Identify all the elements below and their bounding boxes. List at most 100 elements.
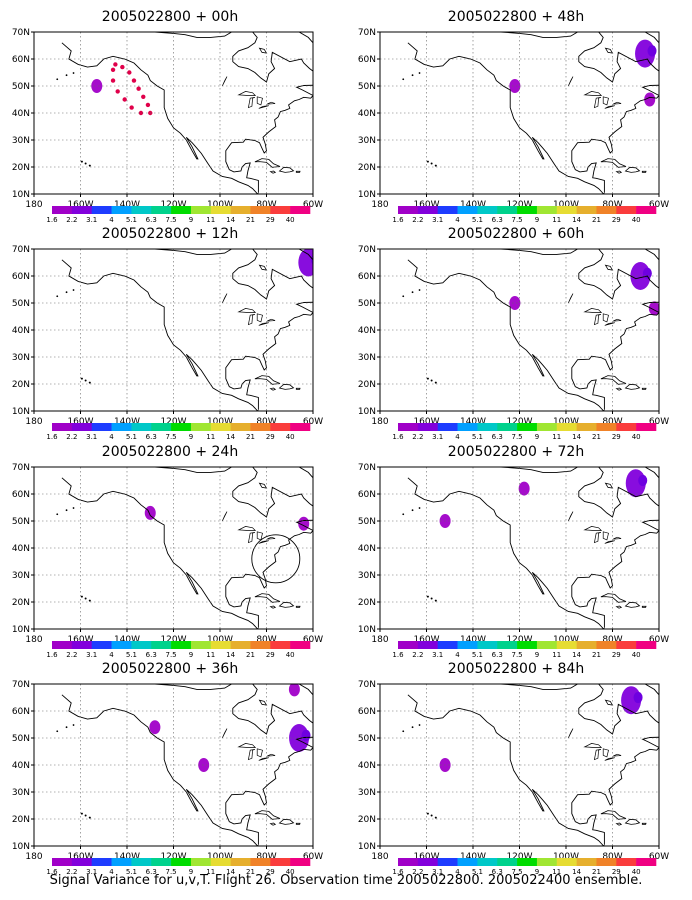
flight-track-point [138,110,144,116]
colorbar-label: 9 [189,651,193,659]
colorbar-label: 14 [572,216,581,224]
colorbar-label: 21 [592,651,601,659]
island-dot [88,599,91,602]
island-dot [426,812,429,815]
colorbar-label: 40 [632,216,641,224]
lat-label: 60N [12,490,30,500]
island-outline [315,517,329,530]
colorbar-label: 2.2 [66,868,77,876]
colorbar-label: 9 [535,651,539,659]
island-dot [80,812,83,815]
greenland-coast [298,684,313,696]
lon-label: 160W [413,200,439,210]
greenland-coast [644,684,659,696]
colorbar-swatch [616,641,637,649]
lake-outline [247,531,256,544]
colorbar-swatch [616,423,637,431]
lon-label: 140W [460,635,486,645]
island-outline [615,387,623,391]
colorbar-label: 5.1 [472,651,483,659]
panel-title: 2005022800 + 84h [447,661,585,677]
lat-label: 50N [12,734,30,744]
colorbar-swatch [210,423,231,431]
colorbar-swatch [556,423,577,431]
colorbar-label: 40 [286,651,295,659]
island-dot [434,816,437,819]
island-outline [661,82,675,95]
colorbar-label: 4 [109,433,114,441]
colorbar-swatch [250,641,271,649]
variance-blob [644,92,656,107]
map-panel: 2005022800 + 36h 70N 60N 50N 40N 30N 20N 10N 180… [0,660,340,876]
lon-label: 100W [207,635,233,645]
coastline [407,249,659,411]
colorbar-label: 3.1 [432,651,443,659]
lon-label: 120W [506,635,532,645]
island-outline [295,387,301,390]
lake-outline [593,96,602,109]
colorbar-label: 21 [246,868,255,876]
colorbar-label: 1.6 [46,216,58,224]
lake-outline [256,748,263,758]
colorbar-swatch [91,206,112,214]
lake-outline [604,540,615,544]
island-outline [604,699,614,706]
colorbar-swatch [398,423,419,431]
colorbar-swatch [290,858,311,866]
flight-track-point [141,94,146,100]
colorbar-label: 6.3 [146,433,157,441]
island-outline [604,482,614,489]
colorbar-label: 7.5 [166,868,177,876]
lat-label: 60N [12,55,30,65]
colorbar-swatch [230,641,251,649]
colorbar-label: 21 [246,216,255,224]
greenland-coast [298,467,313,479]
lat-label: 60N [12,707,30,717]
map-content [402,467,659,629]
colorbar-label: 3.1 [432,868,443,876]
island-outline [258,482,268,489]
island-dot [65,509,68,512]
island-dot [56,730,59,733]
island-outline [600,593,627,603]
lon-label: 100W [553,852,579,862]
colorbar-swatch [517,206,538,214]
lake-outline [613,753,622,757]
colorbar-label: 5.1 [472,216,483,224]
greenland-coast [298,32,313,44]
colorbar-swatch [596,858,617,866]
colorbar-swatch [270,641,291,649]
lake-outline [258,757,269,761]
lat-label: 30N [12,136,30,146]
colorbar-label: 7.5 [512,868,523,876]
island-dot [426,160,429,163]
lon-label: 80W [602,200,622,210]
colorbar-swatch [636,641,657,649]
lat-label: 30N [12,571,30,581]
colorbar-label: 2.2 [66,216,77,224]
island-outline [604,47,614,54]
colorbar-swatch [91,858,112,866]
colorbar-swatch [190,206,212,214]
colorbar-swatch [270,206,291,214]
colorbar-label: 9 [535,433,539,441]
colorbar-swatch [576,858,597,866]
colorbar-swatch [417,206,438,214]
lat-label: 50N [12,517,30,527]
colorbar-label: 11 [552,651,561,659]
island-dot [434,381,437,384]
colorbar-swatch [52,423,73,431]
colorbar-swatch [210,641,231,649]
lon-label: 120W [160,417,186,427]
colorbar-label: 40 [632,433,641,441]
map-content [56,467,329,629]
lon-label: 180 [371,635,388,645]
lon-label: 80W [256,417,276,427]
colorbar-label: 40 [286,868,295,876]
colorbar-label: 40 [632,868,641,876]
lake-outline [604,757,615,761]
lon-label: 180 [25,200,42,210]
colorbar-swatch [151,423,172,431]
